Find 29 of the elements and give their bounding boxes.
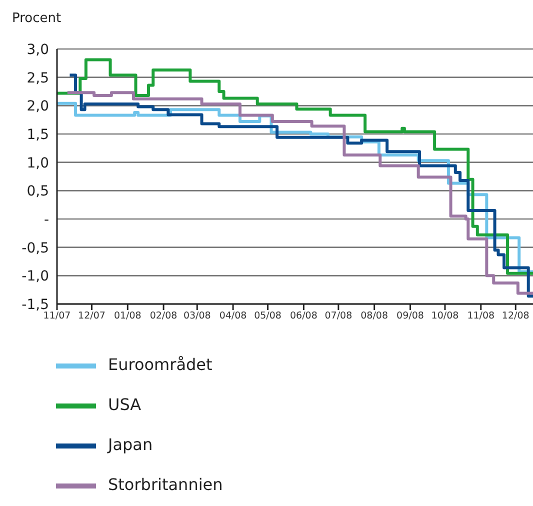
x-tick-label: 08/08	[360, 310, 388, 322]
y-tick-label: 1,0	[26, 155, 49, 172]
x-tick-label: 09/08	[396, 310, 424, 322]
y-axis-title: Procent	[12, 10, 62, 28]
y-tick-label: -0,5	[22, 240, 49, 256]
y-tick-label: -	[44, 212, 49, 228]
x-tick-label: 07/08	[324, 310, 352, 322]
legend-label: Euroområdet	[108, 354, 214, 376]
x-tick-label: 02/08	[150, 310, 178, 322]
legend-label: Storbritannien	[108, 474, 224, 496]
x-tick-label: 11/07	[43, 310, 71, 322]
y-tick-label: -1,0	[22, 268, 49, 285]
x-tick-label: 04/08	[219, 310, 247, 322]
legend-label: Japan	[108, 434, 154, 456]
x-tick-label: 05/08	[254, 310, 282, 322]
y-tick-label: 3,0	[26, 42, 49, 58]
y-tick-label: 1,5	[26, 126, 49, 143]
y-tick-label: -1,5	[22, 296, 49, 313]
y-tick-label: 0,5	[26, 184, 49, 200]
x-tick-label: 01/08	[114, 310, 142, 322]
x-tick-label: 12/07	[78, 310, 106, 322]
x-tick-label: 06/08	[290, 310, 318, 322]
y-tick-label: 2,0	[26, 98, 49, 115]
x-tick-label: 12/08	[502, 310, 530, 322]
legend-label: USA	[108, 394, 142, 416]
x-tick-label: 11/08	[467, 310, 495, 322]
x-tick-label: 03/08	[183, 310, 211, 322]
x-tick-label: 10/08	[431, 310, 459, 322]
y-tick-label: 2,5	[26, 70, 49, 86]
